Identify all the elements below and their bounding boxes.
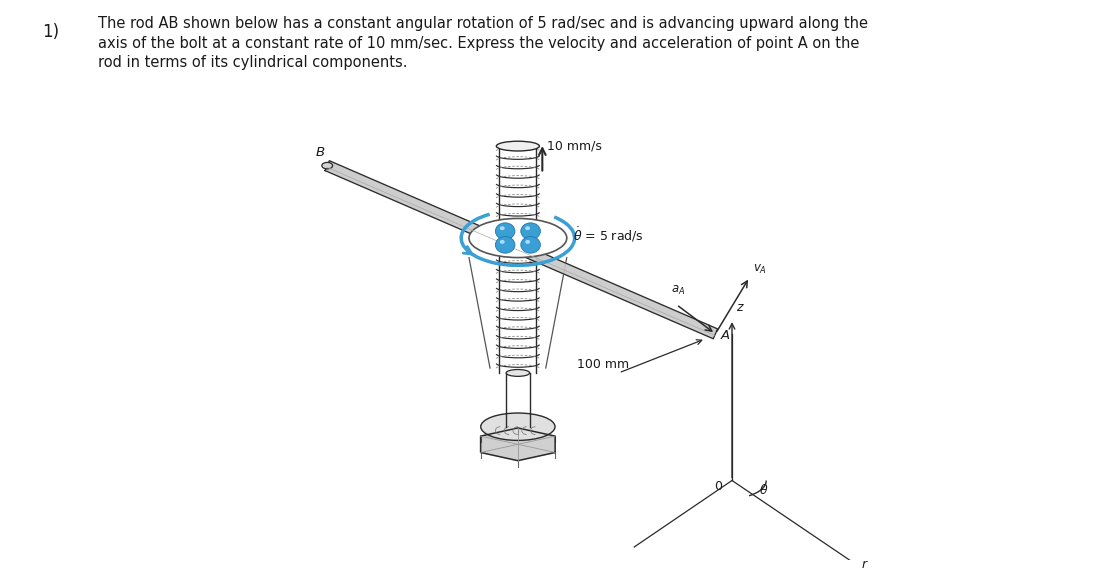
Text: axis of the bolt at a constant rate of 10 mm/sec. Express the velocity and accel: axis of the bolt at a constant rate of 1… xyxy=(98,35,860,51)
Text: $\theta$: $\theta$ xyxy=(759,483,769,497)
Ellipse shape xyxy=(481,413,555,440)
Ellipse shape xyxy=(525,240,530,244)
Ellipse shape xyxy=(521,223,541,239)
Text: $\dot{\theta}$ = 5 rad/s: $\dot{\theta}$ = 5 rad/s xyxy=(572,226,643,244)
Ellipse shape xyxy=(525,226,530,230)
Ellipse shape xyxy=(506,369,530,376)
Text: 0: 0 xyxy=(715,480,722,493)
Text: B: B xyxy=(315,146,325,159)
Text: 10 mm/s: 10 mm/s xyxy=(548,139,602,152)
Text: z: z xyxy=(736,301,742,314)
Text: A: A xyxy=(720,329,729,341)
Text: The rod AB shown below has a constant angular rotation of 5 rad/sec and is advan: The rod AB shown below has a constant an… xyxy=(98,16,868,31)
Text: $v_A$: $v_A$ xyxy=(752,263,767,276)
Ellipse shape xyxy=(322,162,333,169)
Ellipse shape xyxy=(495,223,515,239)
Ellipse shape xyxy=(469,219,567,258)
Text: r: r xyxy=(863,558,867,571)
Ellipse shape xyxy=(495,236,515,253)
Ellipse shape xyxy=(500,226,504,230)
Polygon shape xyxy=(325,160,718,339)
Text: rod in terms of its cylindrical components.: rod in terms of its cylindrical componen… xyxy=(98,55,408,70)
Ellipse shape xyxy=(500,240,504,244)
Ellipse shape xyxy=(496,141,540,151)
Ellipse shape xyxy=(521,236,541,253)
Text: 1): 1) xyxy=(41,23,59,41)
Text: $a_A$: $a_A$ xyxy=(671,284,686,297)
Text: 100 mm: 100 mm xyxy=(577,358,629,371)
Polygon shape xyxy=(481,428,555,461)
